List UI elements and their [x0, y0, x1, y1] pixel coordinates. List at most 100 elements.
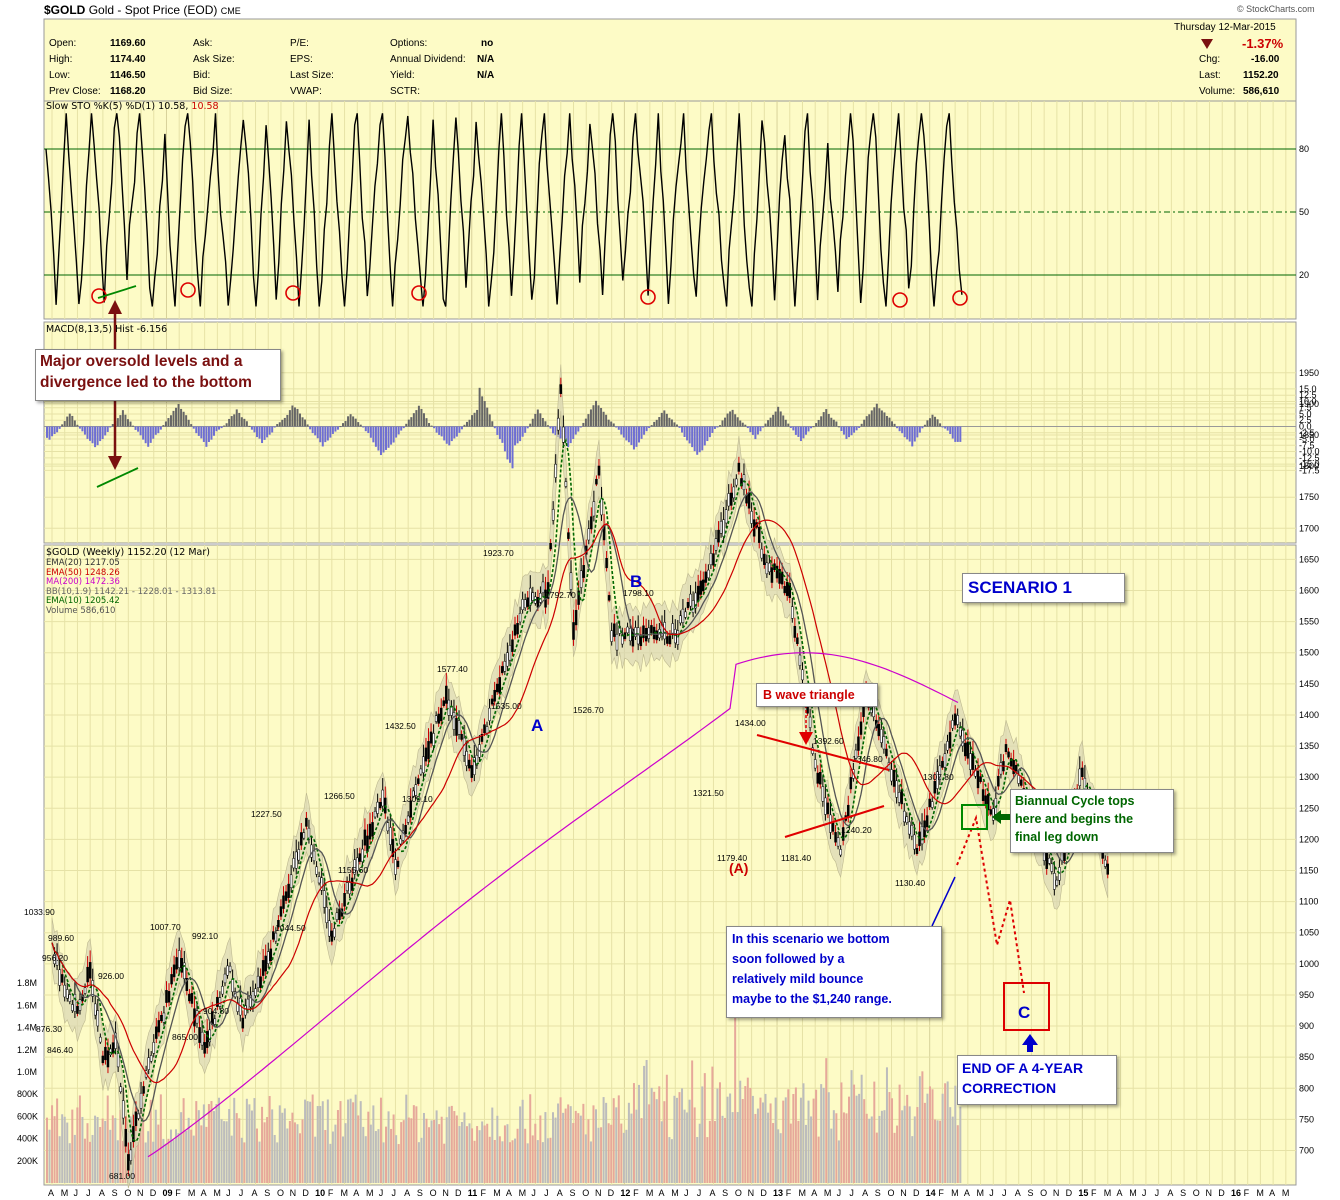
x-axis-tick: N — [1053, 1188, 1060, 1198]
price-candle-body — [526, 597, 529, 607]
macd-hist-bar — [595, 400, 598, 427]
price-candle-body — [516, 623, 519, 635]
cycle-line1: Biannual Cycle tops — [1015, 794, 1135, 808]
price-candle-body — [1063, 851, 1066, 861]
volume-bar — [352, 1102, 355, 1183]
price-candle-body — [689, 593, 692, 607]
price-candle-body — [997, 775, 1000, 787]
price-candle-body — [269, 948, 273, 962]
volume-bar — [617, 1095, 620, 1183]
price-candle-body — [821, 786, 825, 802]
macd-hist-bar — [152, 426, 155, 439]
macd-hist-bar — [959, 426, 962, 442]
cycle-top-box — [961, 804, 988, 830]
sto-axis-tick: 80 — [1299, 144, 1309, 154]
price-candle-body — [1045, 852, 1048, 869]
volume-bar — [453, 1111, 456, 1183]
price-candle-body — [167, 991, 171, 1003]
end-line2: CORRECTION — [962, 1080, 1057, 1096]
volume-bar — [546, 1138, 549, 1183]
volume-bar — [154, 1109, 157, 1183]
macd-hist-bar — [579, 426, 582, 428]
macd-hist-bar — [951, 426, 954, 439]
triangle-lower-line — [784, 805, 885, 838]
price-candle-body — [778, 568, 781, 584]
scenario-label: SCENARIO 1 — [962, 573, 1125, 603]
cycle-line3: final leg down — [1015, 830, 1099, 844]
macd-hist-bar — [109, 426, 112, 428]
macd-hist-bar — [875, 403, 878, 427]
price-axis-tick: 1200 — [1299, 834, 1319, 844]
volume-bar — [756, 1108, 759, 1183]
macd-hist-bar — [349, 414, 352, 427]
volume-bar — [202, 1104, 205, 1183]
price-candle-body — [445, 685, 448, 704]
price-candle-body — [213, 1018, 217, 1025]
x-axis-tick: J — [1142, 1188, 1147, 1198]
price-level-label: 1798.10 — [623, 588, 654, 598]
volume-bar — [248, 1104, 251, 1183]
volume-bar — [180, 1112, 183, 1183]
macd-hist-bar — [954, 426, 957, 442]
macd-hist-bar — [779, 411, 782, 427]
macd-hist-bar — [463, 424, 466, 427]
macd-hist-bar — [56, 426, 59, 433]
price-axis-tick: 1400 — [1299, 710, 1319, 720]
price-candle-body — [704, 571, 708, 583]
macd-hist-bar — [329, 426, 332, 438]
volume-bar — [422, 1112, 425, 1183]
price-candle-body — [490, 698, 494, 705]
macd-hist-bar — [89, 426, 92, 441]
macd-hist-bar — [615, 426, 618, 428]
macd-hist-bar — [491, 421, 494, 427]
x-axis-tick: 11 — [468, 1188, 478, 1198]
macd-hist-bar — [711, 426, 714, 433]
macd-hist-bar — [200, 426, 203, 439]
price-candle-body — [760, 548, 764, 559]
macd-hist-bar — [496, 426, 499, 435]
macd-hist-bar — [283, 417, 286, 427]
volume-bar — [799, 1097, 802, 1183]
price-candle-body — [236, 1002, 239, 1012]
price-candle-body — [328, 920, 331, 937]
macd-hist-bar — [749, 426, 752, 433]
price-candle-body — [353, 859, 356, 875]
volume-bar — [673, 1095, 676, 1183]
x-axis-tick: D — [302, 1188, 309, 1198]
price-candle-body — [953, 713, 957, 726]
macd-hist-bar — [210, 426, 213, 440]
volume-bar — [367, 1111, 370, 1183]
volume-bar — [718, 1082, 721, 1183]
volume-bar — [863, 1099, 866, 1183]
price-candle-body — [587, 528, 591, 541]
volume-bar — [116, 1140, 119, 1183]
wave-c-box — [1003, 982, 1050, 1031]
macd-hist-bar — [306, 424, 309, 427]
volume-bar — [797, 1120, 800, 1183]
volume-bar — [579, 1115, 582, 1183]
x-axis-tick: N — [900, 1188, 907, 1198]
price-axis-tick: 1450 — [1299, 679, 1319, 689]
x-axis-tick: M — [188, 1188, 196, 1198]
price-candle-body — [147, 1057, 150, 1070]
macd-hist-bar — [61, 424, 64, 427]
volume-bar — [331, 1131, 334, 1183]
volume-bar — [931, 1089, 934, 1183]
volume-bar — [182, 1098, 185, 1183]
macd-hist-bar — [369, 426, 372, 438]
price-axis-tick: 1850 — [1299, 430, 1319, 440]
volume-bar — [428, 1127, 431, 1183]
price-candle-body — [53, 954, 56, 965]
macd-hist-bar — [450, 426, 453, 442]
price-candle-body — [99, 1036, 102, 1043]
price-candle-body — [287, 883, 290, 898]
x-axis-tick: S — [875, 1188, 881, 1198]
volume-bar — [443, 1143, 446, 1183]
volume-bar — [255, 1128, 258, 1183]
price-candle-body — [668, 635, 672, 645]
volume-bar — [807, 1100, 810, 1183]
macd-hist-bar — [949, 426, 952, 434]
volume-bar — [949, 1107, 952, 1183]
volume-bar — [496, 1115, 499, 1183]
price-candle-body — [124, 1128, 128, 1147]
